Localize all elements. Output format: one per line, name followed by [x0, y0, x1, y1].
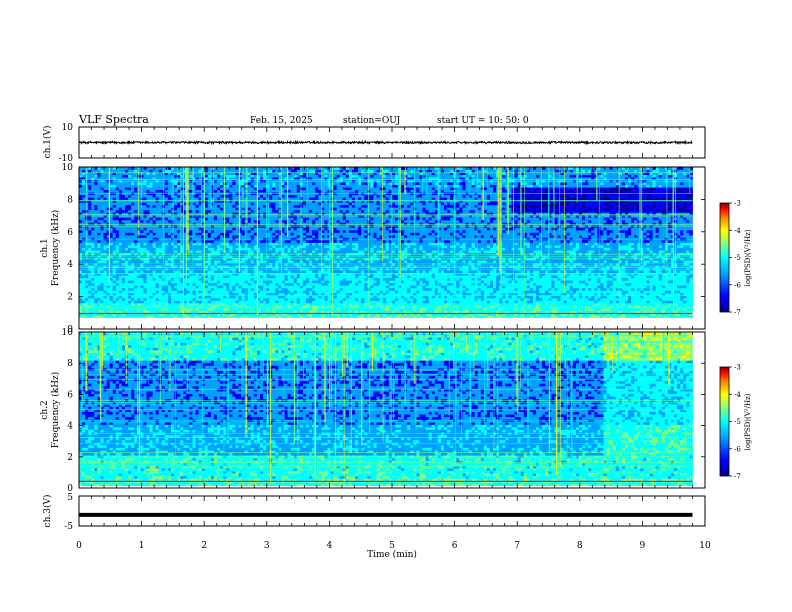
ch1-waveform-ylabel: ch.1(V) — [42, 126, 53, 159]
ch1-spectrogram-ticks — [78, 167, 706, 329]
colorbar-tick-label: -6 — [734, 445, 741, 453]
ch2-colorbar-ticks: -3 -4 -5 -6 -7 — [729, 364, 741, 481]
ch2-spectrogram-panel: 0 2 4 6 8 10 ch.2 Frequency (kHz) — [40, 328, 706, 494]
figure-title: VLF Spectra — [78, 113, 149, 126]
ch1-colorbar-label: log(PSD)(V²/Hz) — [744, 229, 752, 286]
ch1-waveform-panel: 10 -10 ch.1(V) — [42, 123, 706, 164]
ch2-spectrogram-ticks — [78, 332, 706, 488]
colorbar-tick-label: -4 — [734, 227, 741, 235]
time-tick-label: 5 — [389, 541, 395, 551]
frequency-tick-label: 6 — [67, 390, 73, 400]
ch2-spectrogram-image — [79, 332, 693, 486]
time-tick-label: 9 — [640, 541, 646, 551]
ch1-colorbar: -3 -4 -5 -6 -7 log(PSD)(V²/Hz) — [719, 200, 752, 317]
ch1-ytick-bottom: -10 — [59, 154, 74, 164]
frequency-tick-label: 2 — [67, 453, 73, 463]
ch1-ytick-top: 10 — [62, 123, 74, 133]
ch1-colorbar-ticks: -3 -4 -5 -6 -7 — [729, 200, 741, 317]
colorbar-tick-label: -7 — [734, 309, 741, 317]
ch3-waveform-panel: 5 -5 ch.3(V) — [42, 493, 706, 532]
start-time-label: start UT = 10: 50: 0 — [437, 116, 529, 126]
time-tick-label: 2 — [201, 541, 207, 551]
frequency-tick-label: 10 — [62, 163, 74, 173]
time-tick-label: 1 — [139, 541, 145, 551]
time-tick-label: 3 — [264, 541, 270, 551]
frequency-tick-label: 10 — [62, 328, 74, 338]
time-axis-label: Time (min) — [367, 549, 417, 560]
frequency-tick-label: 8 — [67, 359, 73, 369]
ch3-ytick-bottom: -5 — [64, 522, 73, 532]
colorbar-tick-label: -3 — [734, 200, 741, 208]
colorbar-tick-label: -6 — [734, 281, 741, 289]
date-label: Feb. 15, 2025 — [250, 116, 313, 126]
colorbar-tick-label: -4 — [734, 391, 741, 399]
time-tick-label: 8 — [577, 541, 583, 551]
station-label: station=OUJ — [343, 116, 401, 126]
colorbar-tick-label: -5 — [734, 418, 741, 426]
ch3-ytick-top: 5 — [67, 493, 73, 503]
ch1-spectrogram-panel: 0 2 4 6 8 10 ch.1 Frequency (kHz) — [40, 163, 706, 335]
ch3-waveform-ticks — [78, 496, 706, 526]
ch1-waveform-line — [78, 139, 693, 146]
time-tick-label: 0 — [76, 541, 82, 551]
time-tick-label: 4 — [327, 541, 333, 551]
ch1-waveform-ticks — [78, 127, 706, 158]
ch1-spectrogram-ylabel-frequency: Frequency (kHz) — [50, 210, 61, 287]
ch2-colorbar: -3 -4 -5 -6 -7 log(PSD)(V²/Hz) — [719, 364, 752, 481]
frequency-tick-label: 8 — [67, 195, 73, 205]
frequency-tick-label: 2 — [67, 293, 73, 303]
ch1-spectrogram-image — [79, 167, 693, 318]
colorbar-tick-label: -3 — [734, 364, 741, 372]
time-tick-label: 6 — [452, 541, 458, 551]
ch2-spectrogram-ylabel-frequency: Frequency (kHz) — [50, 372, 61, 449]
ch2-colorbar-label: log(PSD)(V²/Hz) — [744, 393, 752, 450]
time-tick-label: 10 — [699, 541, 711, 551]
time-axis-tick-labels: 0 1 2 3 4 5 6 7 8 9 10 — [76, 541, 711, 551]
ch2-spectrogram-ytick-labels: 0 2 4 6 8 10 — [62, 328, 705, 494]
ch1-spectrogram-ylabel-channel: ch.1 — [40, 238, 50, 257]
frequency-tick-label: 0 — [67, 484, 73, 494]
ch1-spectrogram-ytick-labels: 0 2 4 6 8 10 — [62, 163, 705, 335]
colorbar-tick-label: -7 — [734, 473, 741, 481]
frequency-tick-label: 6 — [67, 228, 73, 238]
frequency-tick-label: 4 — [67, 422, 73, 432]
frequency-tick-label: 0 — [67, 325, 73, 335]
colorbar-tick-label: -5 — [734, 254, 741, 262]
time-tick-label: 7 — [514, 541, 520, 551]
ch2-spectrogram-ylabel-channel: ch.2 — [40, 400, 50, 419]
frequency-tick-label: 4 — [67, 260, 73, 270]
ch3-waveform-ylabel: ch.3(V) — [42, 495, 53, 528]
